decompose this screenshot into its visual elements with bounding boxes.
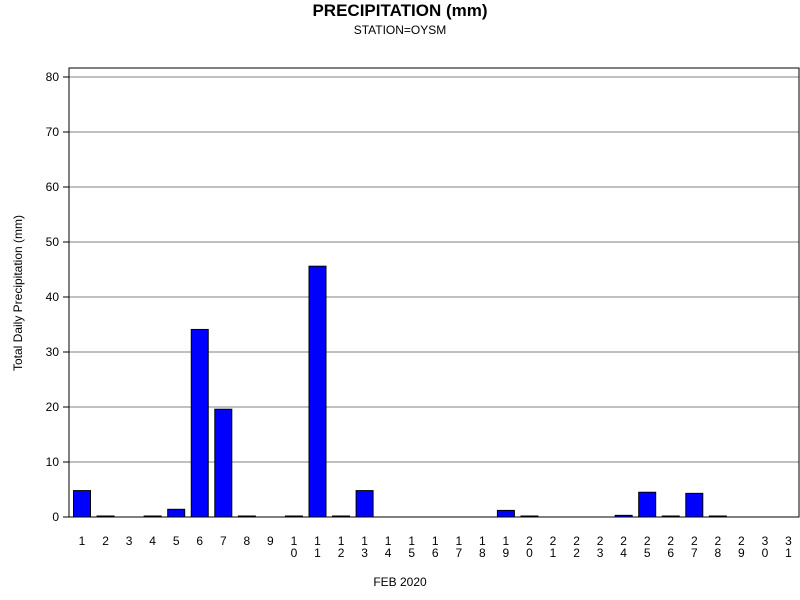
x-tick-label: 2 xyxy=(102,534,109,548)
bar xyxy=(355,490,374,518)
bars xyxy=(73,265,727,518)
bar xyxy=(638,491,657,518)
y-axis-label: Total Daily Precipitation (mm) xyxy=(11,214,25,372)
bar xyxy=(496,509,515,518)
chart-subtitle: STATION=OYSM xyxy=(353,23,447,37)
x-tick-label: 8 xyxy=(244,534,251,548)
x-tick-label: 1 xyxy=(79,534,86,548)
gridlines xyxy=(69,76,799,518)
plot-frame xyxy=(68,67,800,518)
chart-title: PRECIPITATION (mm) xyxy=(312,1,488,20)
bar xyxy=(167,508,186,518)
y-tick-label: 60 xyxy=(46,180,60,194)
bar xyxy=(214,408,233,518)
x-tick-label: 4 xyxy=(149,534,156,548)
x-axis: 1 2 3 4 5 6 7 8 9 1 01 11 21 31 41 51 61 71 81 92 02 12 22 32 42… xyxy=(79,534,793,560)
y-tick-label: 70 xyxy=(46,125,60,139)
y-tick-label: 10 xyxy=(46,455,60,469)
x-axis-label: FEB 2020 xyxy=(373,575,427,589)
y-axis: 0 10 20 30 40 50 60 70 80 xyxy=(46,70,69,524)
y-tick-label: 40 xyxy=(46,290,60,304)
x-tick-label: 3 xyxy=(126,534,133,548)
y-tick-label: 30 xyxy=(46,345,60,359)
x-tick-label: 7 xyxy=(220,534,227,548)
y-tick-label: 50 xyxy=(46,235,60,249)
bar xyxy=(685,492,704,518)
x-tick-label: 9 xyxy=(267,534,274,548)
bar xyxy=(73,490,91,518)
bar xyxy=(308,265,327,518)
y-tick-label: 80 xyxy=(46,70,60,84)
bar xyxy=(190,328,209,518)
y-tick-label: 0 xyxy=(52,510,59,524)
x-tick-label: 6 xyxy=(196,534,203,548)
y-tick-label: 20 xyxy=(46,400,60,414)
x-tick-label: 5 xyxy=(173,534,180,548)
